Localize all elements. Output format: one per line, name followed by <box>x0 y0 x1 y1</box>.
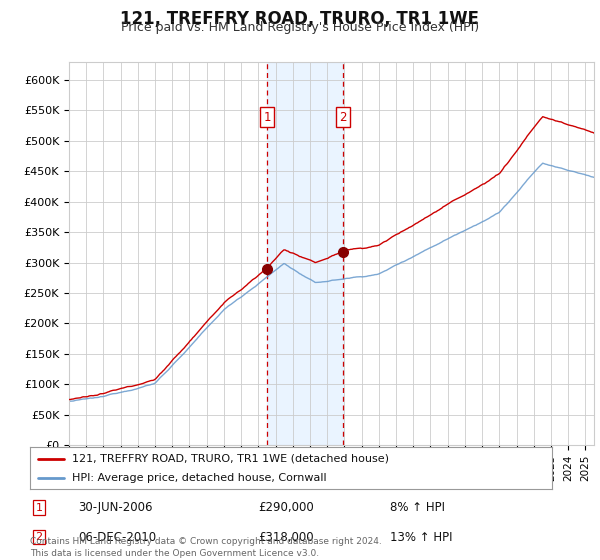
Text: Contains HM Land Registry data © Crown copyright and database right 2024.
This d: Contains HM Land Registry data © Crown c… <box>30 537 382 558</box>
Text: 2: 2 <box>339 111 347 124</box>
Text: HPI: Average price, detached house, Cornwall: HPI: Average price, detached house, Corn… <box>72 473 326 483</box>
Bar <box>267 62 343 445</box>
Text: 8% ↑ HPI: 8% ↑ HPI <box>390 501 445 515</box>
Text: £290,000: £290,000 <box>258 501 314 515</box>
Text: 1: 1 <box>263 111 271 124</box>
Text: 30-JUN-2006: 30-JUN-2006 <box>78 501 152 515</box>
Text: £318,000: £318,000 <box>258 530 314 544</box>
Text: 06-DEC-2010: 06-DEC-2010 <box>78 530 156 544</box>
Text: 121, TREFFRY ROAD, TRURO, TR1 1WE: 121, TREFFRY ROAD, TRURO, TR1 1WE <box>121 10 479 28</box>
Text: Price paid vs. HM Land Registry's House Price Index (HPI): Price paid vs. HM Land Registry's House … <box>121 21 479 34</box>
Text: 2: 2 <box>35 532 43 542</box>
Text: 1: 1 <box>35 503 43 513</box>
Text: 13% ↑ HPI: 13% ↑ HPI <box>390 530 452 544</box>
Text: 121, TREFFRY ROAD, TRURO, TR1 1WE (detached house): 121, TREFFRY ROAD, TRURO, TR1 1WE (detac… <box>72 454 389 464</box>
